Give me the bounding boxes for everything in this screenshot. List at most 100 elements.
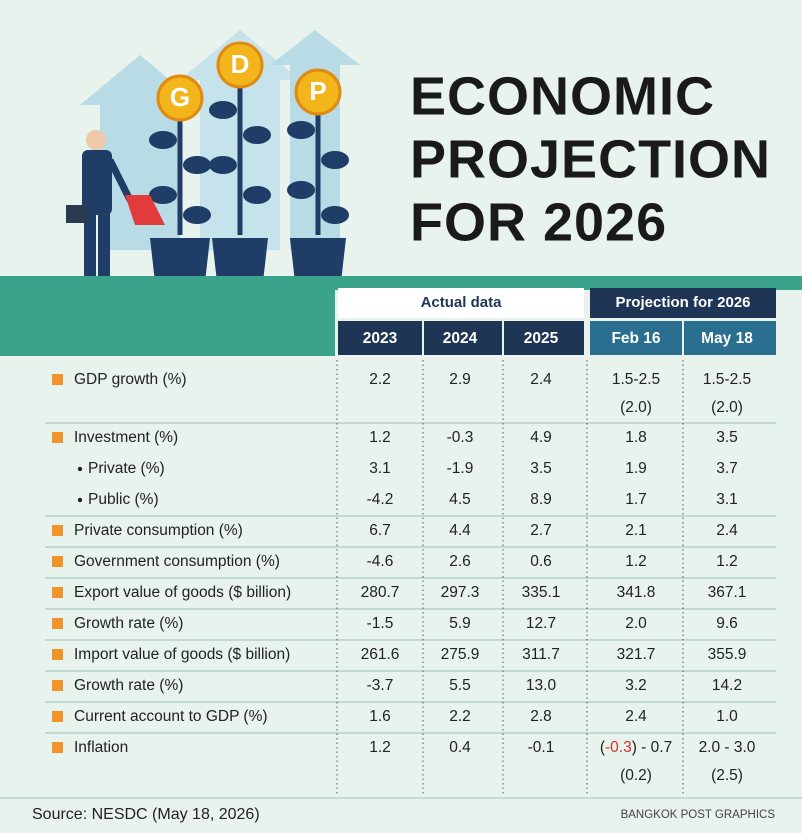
cell-value: 3.5 [716, 429, 738, 446]
cell-value: -0.3 [447, 429, 474, 446]
cell-value: -0.1 [528, 739, 555, 756]
cell-value: 2.6 [449, 553, 471, 570]
cell-value: 1.5-2.5 [612, 371, 660, 388]
column-header: Feb 16 [611, 330, 660, 347]
cell-value: 2.4 [625, 708, 647, 725]
title-line: ECONOMIC [410, 66, 715, 126]
cell-value: 321.7 [617, 646, 656, 663]
coin-letter: D [231, 49, 250, 79]
title-line: FOR 2026 [410, 192, 667, 252]
row-label: Export value of goods ($ billion) [74, 584, 291, 601]
group-header [338, 288, 584, 318]
cell-value: 9.6 [716, 615, 738, 632]
cell-value: 14.2 [712, 677, 742, 694]
cell-note: (2.0) [620, 399, 652, 416]
band [0, 276, 335, 356]
cell-value: 2.2 [449, 708, 471, 725]
cell-value: 1.2 [369, 429, 391, 446]
cell-value: 1.7 [625, 491, 647, 508]
cell-note: (2.0) [711, 399, 743, 416]
cell-value: 4.9 [530, 429, 552, 446]
illustration: G D P [66, 30, 360, 282]
column-header: May 18 [701, 330, 753, 347]
cell-value: 1.5-2.5 [703, 371, 751, 388]
cell-value: 0.6 [530, 553, 552, 570]
cell-part: -0.3 [605, 739, 632, 756]
cell-value: 2.1 [625, 522, 647, 539]
cell-note: (2.5) [711, 767, 743, 784]
bullet-square [52, 525, 63, 536]
source: Source: NESDC (May 18, 2026) [32, 806, 260, 823]
cell-value: 1.0 [716, 708, 738, 725]
cell-value: 3.1 [369, 460, 391, 477]
cell-value: 0.4 [449, 739, 471, 756]
cell-value: 280.7 [361, 584, 400, 601]
cell-value: 2.4 [530, 371, 552, 388]
cell-value: 6.7 [369, 522, 391, 539]
row-label: Public (%) [88, 491, 159, 508]
cell-value: 3.7 [716, 460, 738, 477]
column-header-bg [590, 321, 682, 355]
group-label: Projection for 2026 [615, 294, 750, 311]
cell-value: 13.0 [526, 677, 557, 694]
cell-value: 355.9 [708, 646, 747, 663]
bullet-square [52, 432, 63, 443]
cell-value: 2.0 - 3.0 [699, 739, 756, 756]
credit: BANGKOK POST GRAPHICS [621, 809, 776, 821]
cell-value: 1.2 [369, 739, 391, 756]
row-label: Private consumption (%) [74, 522, 243, 539]
group-header [590, 288, 776, 318]
cell-value: 5.9 [449, 615, 471, 632]
title-line: PROJECTION [410, 129, 771, 189]
group-label: Actual data [421, 294, 503, 311]
bullet-square [52, 556, 63, 567]
cell-value: 2.4 [716, 522, 738, 539]
cell-value: 311.7 [522, 646, 560, 663]
cell-value: 3.2 [625, 677, 647, 694]
cell-value: 1.6 [369, 708, 391, 725]
cell-value: 4.5 [449, 491, 471, 508]
cell-value: 4.4 [449, 522, 471, 539]
cell-value: 3.5 [530, 460, 552, 477]
cell-value: 1.8 [625, 429, 647, 446]
bullet-square [52, 374, 63, 385]
cell-value: 297.3 [441, 584, 480, 601]
cell-value: 367.1 [708, 584, 747, 601]
cell-value: 261.6 [361, 646, 400, 663]
cell-value: 335.1 [522, 584, 561, 601]
row-label: Investment (%) [74, 429, 178, 446]
cell-value: 12.7 [526, 615, 556, 632]
cell-value: (-0.3) - 0.7 [600, 739, 672, 756]
cell-value: -1.5 [367, 615, 394, 632]
bullet-dot [77, 466, 83, 472]
column-header-bg [504, 321, 584, 355]
cell-part: ( [600, 739, 606, 756]
row-label: Government consumption (%) [74, 553, 280, 570]
cell-value: 8.9 [530, 491, 552, 508]
column-header-bg [684, 321, 776, 355]
cell-value: -4.2 [367, 491, 394, 508]
row-label: Growth rate (%) [74, 677, 183, 694]
cell-value: 2.2 [369, 371, 391, 388]
cell-value: 2.7 [530, 522, 552, 539]
cell-value: -3.7 [367, 677, 394, 694]
bullet-square [52, 742, 63, 753]
row-label: GDP growth (%) [74, 371, 187, 388]
cell-value: 2.8 [530, 708, 552, 725]
cell-value: 1.2 [716, 553, 738, 570]
row-label: Import value of goods ($ billion) [74, 646, 290, 663]
bullet-square [52, 618, 63, 629]
column-header: 2024 [443, 330, 478, 347]
coin-letter: G [170, 82, 190, 112]
bullet-square [52, 711, 63, 722]
cell-value: 3.1 [716, 491, 738, 508]
cell-value: 275.9 [441, 646, 480, 663]
cell-note: (0.2) [620, 767, 652, 784]
column-header: 2023 [363, 330, 398, 347]
cell-value: 5.5 [449, 677, 471, 694]
row-label: Current account to GDP (%) [74, 708, 268, 725]
bullet-dot [77, 497, 83, 503]
cell-value: -4.6 [367, 553, 394, 570]
bullet-square [52, 649, 63, 660]
